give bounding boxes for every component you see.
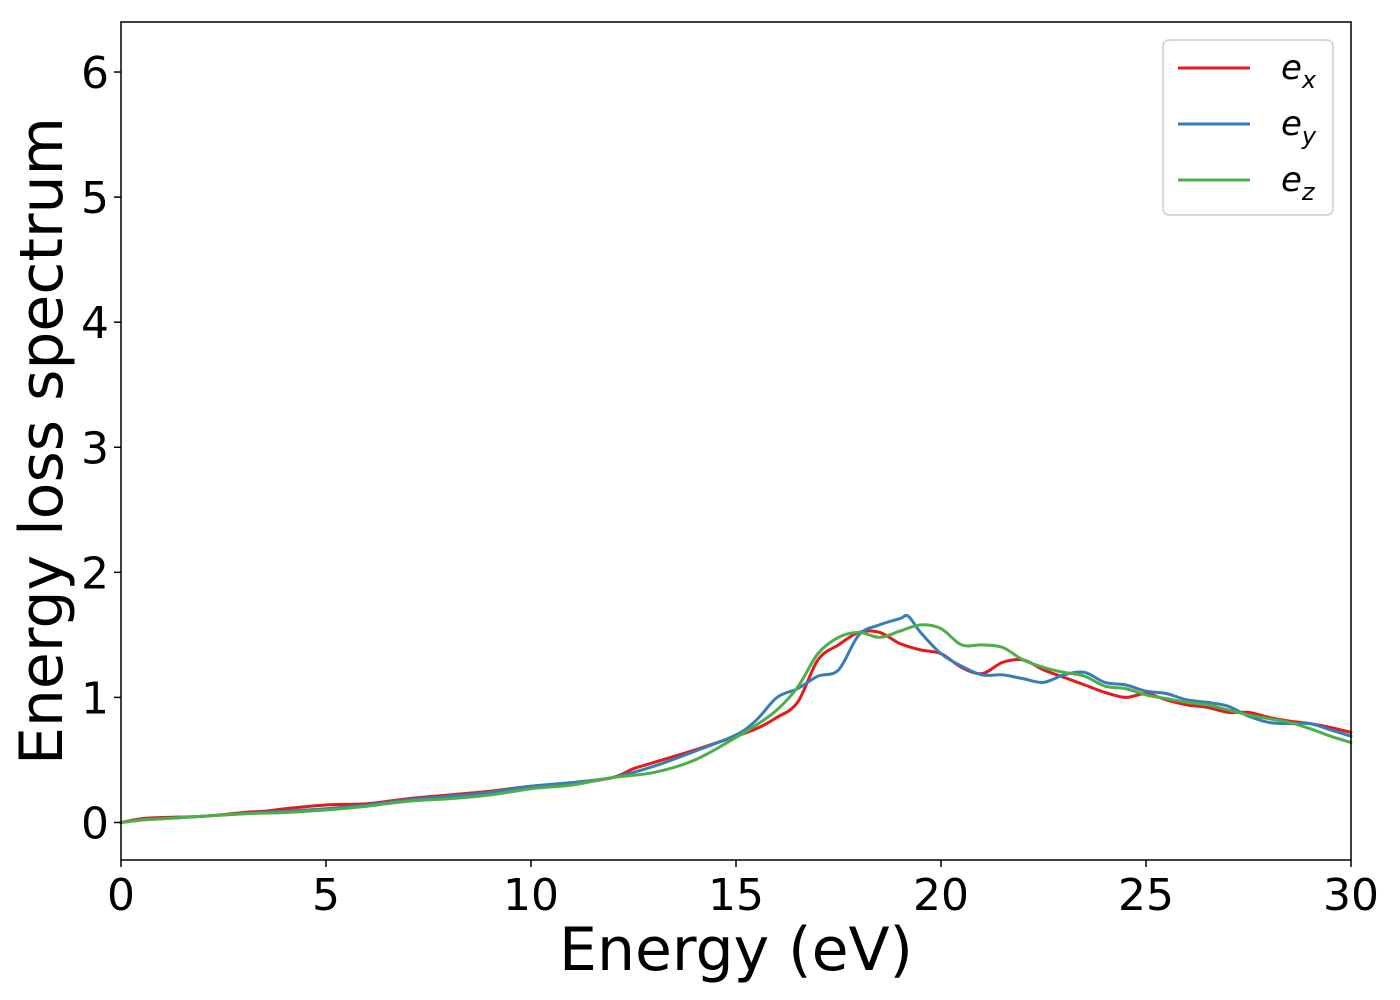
y-tick-label: 0: [81, 798, 109, 849]
legend-box: [1162, 39, 1334, 216]
legend-label-e-z: ez: [1281, 160, 1316, 206]
y-tick-label: 1: [81, 673, 109, 724]
legend: ex ey ez: [1162, 39, 1334, 216]
y-tick-label: 3: [81, 423, 109, 474]
series-line-e-y: [119, 613, 1353, 824]
x-tick-label: 15: [708, 870, 764, 921]
x-tick-label: 0: [107, 870, 135, 921]
series-lines: [119, 613, 1353, 824]
axis-ticks: 0 5 10 15 20 25 30 0 1 2 3 4 5 6: [81, 48, 1379, 921]
x-tick-label: 5: [312, 870, 340, 921]
x-axis-label: Energy (eV): [559, 915, 913, 985]
x-tick-label: 20: [913, 870, 969, 921]
x-tick-label: 30: [1323, 870, 1379, 921]
series-line-e-z: [119, 623, 1353, 824]
y-tick-label: 6: [81, 48, 109, 99]
y-tick-label: 4: [81, 298, 109, 349]
series-line-e-x: [119, 629, 1353, 824]
y-axis-label: Energy loss spectrum: [7, 117, 77, 765]
y-tick-label: 2: [81, 548, 109, 599]
x-tick-label: 25: [1118, 870, 1174, 921]
legend-label-e-y: ey: [1281, 104, 1317, 150]
legend-label-e-x: ex: [1281, 48, 1317, 94]
y-tick-label: 5: [81, 173, 109, 224]
x-tick-label: 10: [503, 870, 559, 921]
